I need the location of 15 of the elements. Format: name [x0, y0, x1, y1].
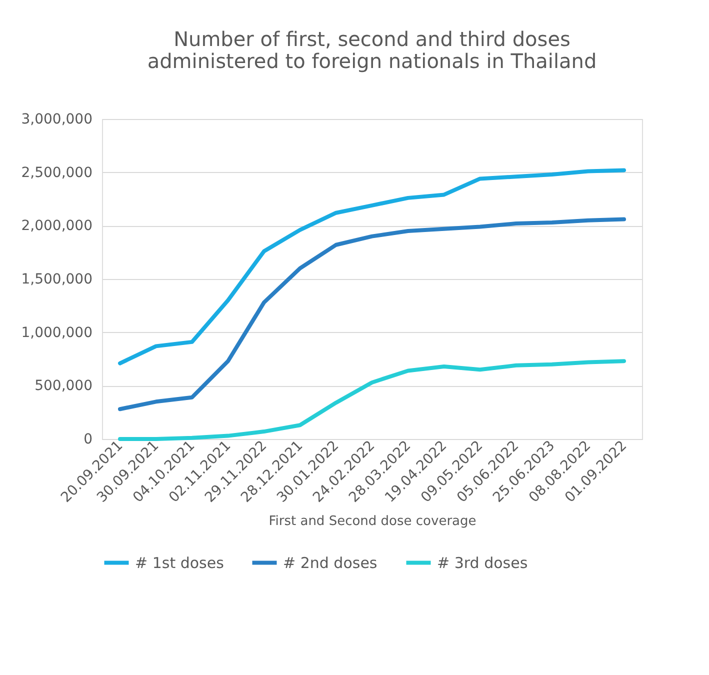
- chart-title: Number of first, second and third doses administered to foreign nationals in Thailand: [147, 27, 597, 73]
- legend-label: # 3rd doses: [437, 554, 528, 572]
- y-tick-label: 2,000,000: [21, 218, 92, 234]
- line-series: [118, 359, 626, 441]
- y-tick-label: 1,000,000: [21, 324, 92, 341]
- line-series: [118, 168, 626, 366]
- y-tick-label: 0: [84, 432, 92, 448]
- legend-label: # 2nd doses: [283, 554, 378, 572]
- line-series: [118, 217, 626, 412]
- x-axis-title: First and Second dose coverage: [268, 514, 476, 530]
- y-tick-label: 500,000: [34, 378, 92, 394]
- y-tick-label: 1,500,000: [21, 272, 92, 288]
- legend-label: # 1st doses: [135, 554, 224, 572]
- y-tick-label: 3,000,000: [21, 112, 92, 128]
- y-tick-label: 2,500,000: [21, 164, 92, 181]
